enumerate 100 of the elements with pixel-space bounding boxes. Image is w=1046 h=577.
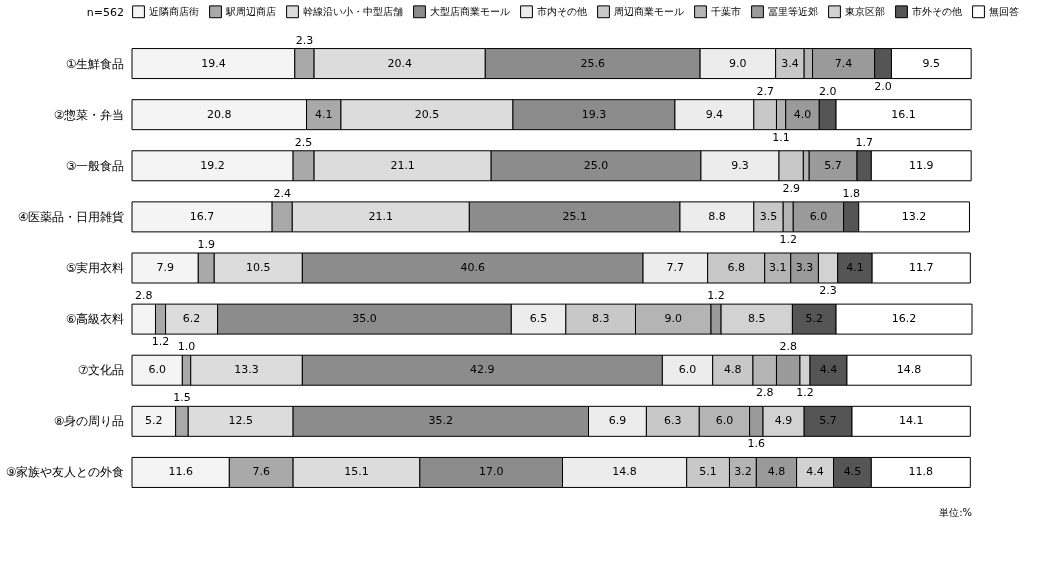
legend-label: 駅周辺商店 [225, 5, 276, 17]
data-label: 4.1 [846, 261, 864, 274]
data-label: 5.7 [819, 414, 837, 428]
data-label: 1.0 [177, 340, 196, 354]
data-label: 1.1 [772, 130, 790, 144]
data-label: 42.9 [470, 363, 495, 377]
data-label: 6.9 [608, 414, 627, 428]
data-label: 2.8 [135, 289, 153, 303]
data-label: 5.7 [824, 158, 842, 172]
y-tick-label: ⑦文化品 [77, 363, 125, 378]
data-label: 14.8 [896, 363, 922, 377]
data-label: 19.4 [201, 56, 226, 70]
data-label: 6.2 [182, 312, 201, 326]
data-label: 35.2 [428, 414, 454, 428]
data-label: 3.4 [781, 56, 799, 70]
data-label: 2.8 [755, 386, 774, 400]
data-label: 35.0 [352, 312, 377, 326]
y-tick-label: ①生鮮食品 [65, 56, 125, 71]
data-label: 25.1 [562, 209, 587, 223]
y-tick-label: ⑤実用衣料 [65, 261, 125, 275]
data-label: 16.1 [891, 107, 916, 121]
data-label: 16.7 [189, 209, 215, 223]
data-label: 1.7 [855, 135, 873, 149]
data-label: 40.6 [460, 261, 485, 274]
data-label: 5.2 [805, 312, 823, 326]
data-label: 13.3 [234, 363, 259, 377]
data-label: 9.5 [922, 56, 941, 70]
data-label: 6.0 [678, 363, 697, 377]
data-label: 2.3 [819, 284, 837, 297]
legend-label: 市外その他 [912, 5, 962, 17]
data-label: 1.8 [842, 186, 860, 200]
text: 単位:% [939, 507, 972, 518]
y-tick-label: ⑥高級衣料 [65, 312, 125, 327]
data-label: 9.0 [664, 312, 683, 326]
data-label: 4.1 [315, 107, 333, 121]
data-label: 4.4 [819, 363, 838, 377]
data-label: 5.2 [145, 414, 163, 428]
data-label: 7.9 [156, 261, 174, 274]
y-tick-label: ②惣菜・弁当 [53, 107, 125, 122]
legend-label: 無回答 [989, 5, 1019, 17]
data-label: 25.0 [583, 158, 609, 172]
data-label: 10.5 [246, 261, 271, 274]
data-label: 3.3 [795, 261, 814, 274]
data-label: 11.8 [908, 465, 934, 479]
data-label: 6.5 [529, 312, 548, 326]
data-label: 4.0 [793, 107, 812, 121]
data-label: 2.8 [779, 340, 797, 354]
data-label: 21.1 [368, 209, 394, 223]
data-label: 11.7 [908, 261, 934, 274]
data-label: 3.2 [734, 465, 752, 479]
data-label: 14.1 [898, 414, 924, 428]
y-tick-label: ⑨家族や友人との外食 [5, 465, 125, 480]
data-label: 1.6 [747, 437, 766, 451]
data-label: 14.8 [612, 465, 637, 479]
data-label: 9.0 [729, 56, 747, 70]
data-label: 7.6 [252, 465, 270, 479]
data-label: 1.5 [173, 391, 191, 405]
legend-label: 冨里等近郊 [768, 5, 818, 17]
data-label: 20.5 [414, 107, 440, 121]
data-label: 7.4 [834, 56, 853, 70]
data-label: 16.2 [891, 312, 917, 326]
data-label: 7.7 [666, 261, 685, 274]
data-label: 25.6 [580, 56, 605, 70]
legend-label: 大型店商業モール [430, 5, 510, 17]
data-label: 13.2 [901, 209, 927, 223]
data-label: 11.9 [908, 158, 934, 172]
data-label: 4.8 [767, 465, 786, 479]
data-label: 21.1 [390, 158, 415, 172]
data-label: 2.3 [295, 33, 314, 47]
data-label: 2.0 [818, 84, 837, 98]
data-label: 6.0 [809, 209, 828, 223]
legend-label: 幹線沿い小・中型店舗 [303, 5, 403, 17]
data-label: 1.2 [707, 289, 725, 303]
data-label: 1.2 [151, 335, 170, 349]
data-label: 11.6 [168, 465, 193, 479]
data-label: 6.3 [664, 414, 682, 428]
data-label: 4.4 [806, 465, 824, 479]
data-label: 8.3 [591, 312, 610, 326]
data-label: 2.9 [782, 181, 800, 195]
data-label: 4.5 [843, 465, 862, 479]
data-label: 3.1 [768, 261, 787, 274]
legend-label: 周辺商業モール [614, 5, 684, 17]
data-label: 6.8 [727, 261, 745, 274]
text: n=562 [86, 6, 124, 19]
data-label: 19.3 [581, 107, 607, 121]
data-label: 20.8 [207, 107, 232, 121]
y-tick-label: ③一般食品 [65, 158, 125, 173]
data-label: 6.0 [715, 414, 734, 428]
legend-label: 千葉市 [711, 5, 741, 17]
data-label: 2.0 [874, 79, 892, 93]
data-label: 2.4 [273, 186, 291, 200]
data-label: 4.8 [724, 363, 742, 377]
data-label: 8.5 [748, 312, 766, 326]
data-label: 9.3 [731, 158, 749, 172]
data-label: 1.2 [779, 232, 797, 246]
legend-label: 近隣商店街 [149, 5, 199, 17]
data-label: 2.7 [756, 84, 774, 98]
data-label: 15.1 [344, 465, 369, 479]
y-tick-label: ④医薬品・日用雑貨 [17, 209, 125, 224]
data-label: 1.9 [197, 238, 216, 251]
